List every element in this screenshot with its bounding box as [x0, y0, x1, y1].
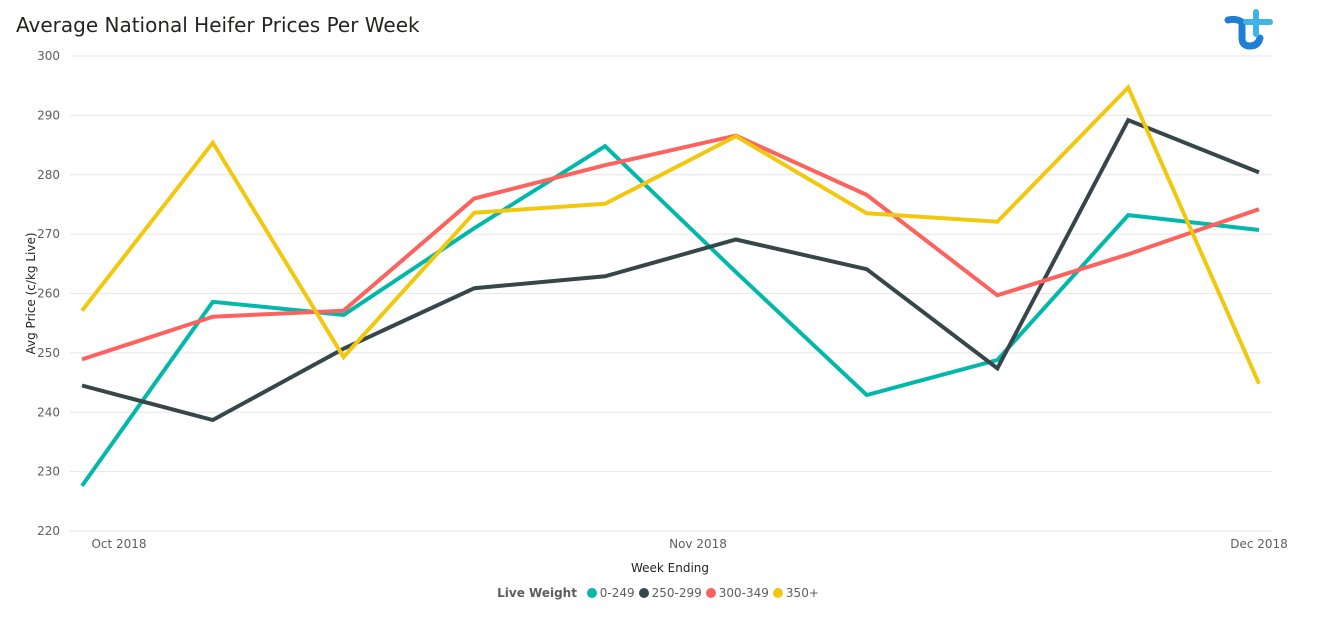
legend-item[interactable]: 300-349: [705, 586, 769, 600]
legend-marker: [772, 588, 783, 598]
x-tick-label: Nov 2018: [669, 537, 727, 551]
legend: Live Weight 0-249 250-299 300-349 350+: [0, 586, 1320, 600]
legend-item[interactable]: 0-249: [586, 586, 635, 600]
y-tick-label: 300: [37, 49, 60, 63]
series-line-0-249: [80, 143, 1260, 488]
y-tick-label: 220: [37, 524, 60, 538]
y-tick-label: 290: [37, 108, 60, 122]
y-axis-title: Avg Price (c/kg Live): [24, 232, 38, 354]
x-tick-label: Dec 2018: [1230, 537, 1288, 551]
legend-item[interactable]: 250-299: [638, 586, 702, 600]
legend-marker: [586, 588, 597, 598]
x-tick-label: Oct 2018: [91, 537, 146, 551]
y-tick-label: 230: [37, 465, 60, 479]
chart-title: Average National Heifer Prices Per Week: [16, 13, 420, 37]
legend-marker: [638, 588, 649, 598]
legend-label: 250-299: [651, 586, 702, 600]
series-line-350+: [80, 83, 1261, 385]
y-tick-label: 240: [37, 405, 60, 419]
y-tick-label: 260: [37, 287, 60, 301]
series-line-300-349: [81, 133, 1260, 362]
legend-item[interactable]: 350+: [772, 586, 819, 600]
y-tick-label: 270: [37, 227, 60, 241]
x-axis-title: Week Ending: [631, 561, 709, 575]
legend-label: 0-249: [599, 586, 635, 600]
legend-marker: [705, 588, 716, 598]
legend-label: 300-349: [718, 586, 769, 600]
y-tick-label: 250: [37, 346, 60, 360]
tt-brand-logo: [1224, 9, 1273, 50]
legend-title: Live Weight: [497, 586, 577, 600]
legend-label: 350+: [785, 586, 819, 600]
series-line-250-299: [81, 117, 1260, 423]
y-tick-label: 280: [37, 168, 60, 182]
